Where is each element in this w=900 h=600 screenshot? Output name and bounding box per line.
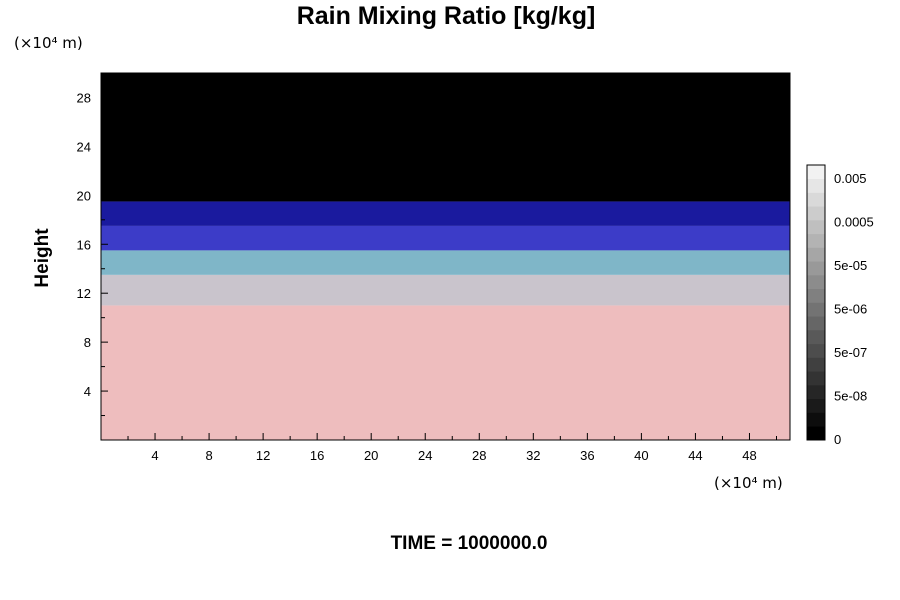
x-tick-label: 28: [472, 448, 486, 463]
colorbar-tick-label: 5e-08: [834, 389, 867, 404]
x-unit-label: (×10⁴ m): [714, 474, 783, 492]
chart-title: Rain Mixing Ratio [kg/kg]: [297, 2, 596, 30]
x-axis: 4 8 12 16 20 24 28 32 36 40 44 48: [127, 433, 777, 463]
y-tick-label: 24: [77, 139, 91, 154]
colorbar-tick-label: 5e-06: [834, 302, 867, 317]
colorbar-frame: [806, 164, 826, 441]
layer-band-2: [101, 250, 790, 275]
colorbar-swatch: [807, 275, 825, 290]
colorbar-swatch: [807, 178, 825, 193]
y-unit-label: (×10⁴ m): [14, 34, 83, 52]
colorbar-tick-label: 5e-07: [834, 345, 867, 360]
y-tick-label: 16: [77, 237, 91, 252]
x-tick-label: 12: [256, 448, 270, 463]
colorbar-swatch: [807, 165, 825, 180]
y-tick-label: 4: [84, 384, 91, 399]
colorbar-swatch: [807, 261, 825, 276]
colorbar-tick-label: 5e-05: [834, 258, 867, 273]
layer-band-5: [101, 73, 790, 202]
x-tick-label: 16: [310, 448, 324, 463]
time-label: TIME = 1000000.0: [391, 533, 548, 554]
colorbar-tick-label: 0.005: [834, 171, 867, 186]
layer-band-4: [101, 201, 790, 226]
colorbar-swatch: [807, 426, 825, 441]
x-tick-label: 24: [418, 448, 432, 463]
colorbar-swatch: [807, 357, 825, 372]
colorbar-swatch: [807, 288, 825, 303]
layer-band-0: [101, 305, 790, 440]
colorbar-ticks: 0.005 0.0005 5e-05 5e-06 5e-07 5e-08 0: [834, 171, 874, 447]
colorbar-swatch: [807, 302, 825, 317]
y-axis: 4 8 12 16 20 24 28: [77, 90, 108, 417]
x-tick-label: 48: [742, 448, 756, 463]
colorbar-swatch: [807, 192, 825, 207]
x-tick-label: 36: [580, 448, 594, 463]
y-tick-label: 28: [77, 90, 91, 105]
layer-band-1: [101, 274, 790, 306]
y-axis-label: Height: [32, 228, 53, 288]
colorbar-tick-label: 0: [834, 432, 841, 447]
colorbar-swatch: [807, 316, 825, 331]
y-tick-label: 20: [77, 188, 91, 203]
colorbar: [806, 164, 826, 441]
colorbar-swatch: [807, 371, 825, 386]
colorbar-swatch: [807, 206, 825, 221]
x-tick-label: 32: [526, 448, 540, 463]
colorbar-swatch: [807, 330, 825, 345]
colorbar-swatch: [807, 233, 825, 248]
x-tick-label: 4: [151, 448, 158, 463]
colorbar-swatch: [807, 247, 825, 262]
x-tick-label: 44: [688, 448, 702, 463]
colorbar-tick-label: 0.0005: [834, 215, 874, 230]
plot-frame: [100, 72, 791, 441]
colorbar-swatch: [807, 220, 825, 235]
x-tick-label: 20: [364, 448, 378, 463]
x-tick-label: 40: [634, 448, 648, 463]
colorbar-swatch: [807, 385, 825, 400]
y-tick-label: 8: [84, 335, 91, 350]
layer-band-3: [101, 225, 790, 251]
colorbar-swatch: [807, 343, 825, 358]
x-tick-label: 8: [205, 448, 212, 463]
colorbar-swatch: [807, 398, 825, 413]
colorbar-swatch: [807, 412, 825, 427]
y-tick-label: 12: [77, 286, 91, 301]
plot-area: [100, 72, 791, 441]
